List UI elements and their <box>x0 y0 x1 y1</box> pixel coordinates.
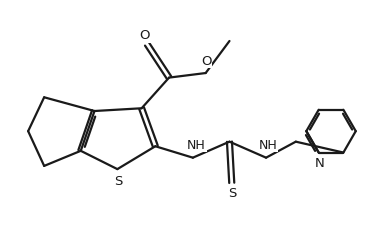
Text: NH: NH <box>187 139 206 152</box>
Text: O: O <box>201 55 212 68</box>
Text: N: N <box>315 157 325 170</box>
Text: O: O <box>140 29 150 42</box>
Text: S: S <box>228 187 237 200</box>
Text: S: S <box>114 175 122 188</box>
Text: NH: NH <box>259 139 278 152</box>
